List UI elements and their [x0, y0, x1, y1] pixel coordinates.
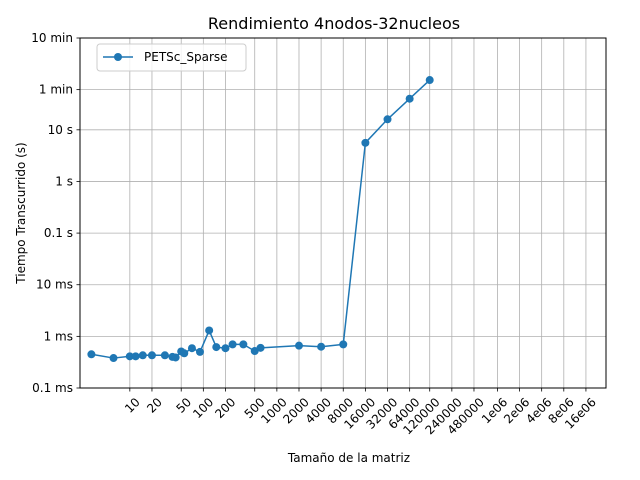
data-point	[294, 341, 303, 350]
y-axis-ticks: 0.1 ms 1 ms 10 ms 0.1 s 1 s 10 s 1 min 10 min	[31, 31, 80, 395]
data-point	[383, 115, 392, 124]
data-point	[125, 352, 134, 361]
data-point	[405, 94, 414, 103]
legend-label: PETSc_Sparse	[144, 50, 228, 64]
data-point	[180, 349, 189, 358]
legend-marker-swatch	[114, 53, 122, 61]
data-point	[228, 340, 237, 349]
data-point	[131, 352, 140, 361]
data-point	[239, 340, 248, 349]
y-tick-label: 1 min	[39, 83, 73, 97]
data-point	[317, 342, 326, 351]
data-point	[221, 344, 230, 353]
data-point	[361, 138, 370, 147]
y-tick-label: 0.1 ms	[32, 381, 73, 395]
series-layer	[87, 76, 434, 363]
y-tick-label: 0.1 s	[44, 226, 73, 240]
y-axis-label: Tiempo Transcurrido (s)	[14, 142, 28, 284]
data-point	[109, 354, 118, 363]
data-point	[171, 353, 180, 362]
y-tick-label: 1 s	[55, 174, 73, 188]
y-tick-label: 10 s	[48, 123, 73, 137]
data-point	[160, 351, 169, 360]
data-point	[147, 351, 156, 360]
x-axis-label: Tamaño de la matriz	[287, 451, 410, 465]
chart-title: Rendimiento 4nodos-32nucleos	[208, 14, 460, 33]
data-point	[187, 344, 196, 353]
data-point	[256, 343, 265, 352]
legend: PETSc_Sparse	[96, 43, 247, 72]
y-tick-label: 10 ms	[36, 278, 73, 292]
data-point	[138, 351, 147, 360]
y-tick-label: 10 min	[31, 31, 73, 45]
data-point	[87, 350, 96, 359]
data-point	[195, 347, 204, 356]
legend-box	[96, 43, 247, 72]
data-point	[339, 340, 348, 349]
data-point	[250, 347, 259, 356]
data-point	[425, 76, 434, 85]
data-point	[205, 326, 214, 335]
data-point	[212, 343, 221, 352]
y-tick-label: 1 ms	[44, 329, 73, 343]
